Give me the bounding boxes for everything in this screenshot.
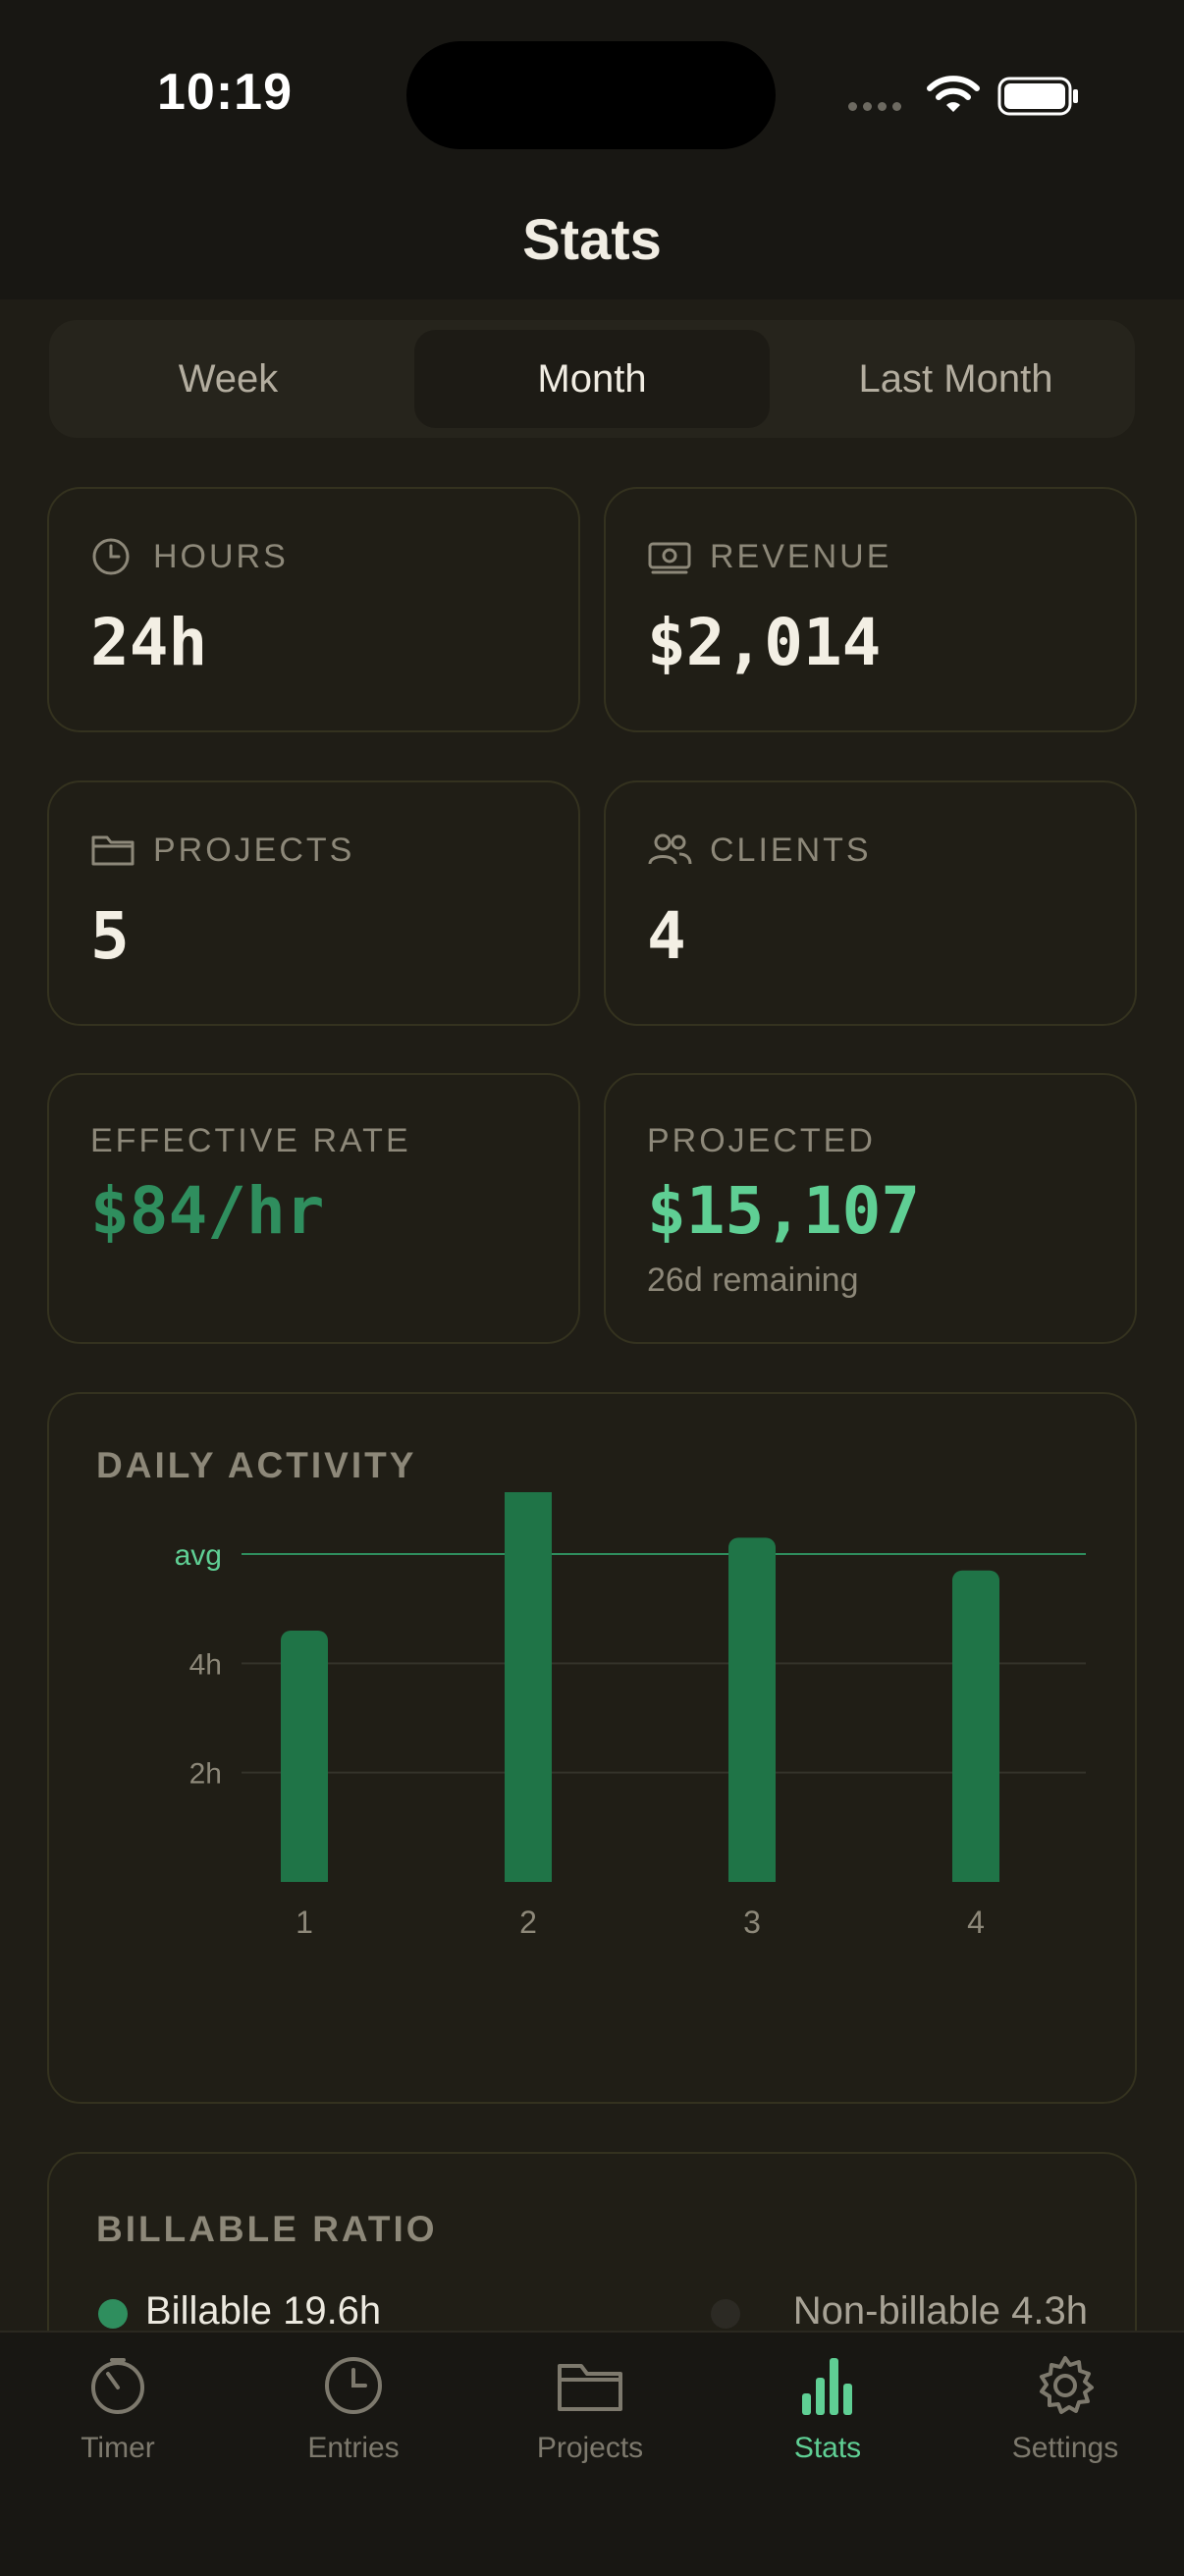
bar-base (728, 1870, 776, 1882)
status-bar: 10:19 (0, 0, 1184, 182)
x-tick-label: 4 (967, 1905, 985, 1940)
hours-label: HOURS (153, 538, 289, 575)
billable-ratio-title: BILLABLE RATIO (96, 2209, 438, 2249)
tab-timer[interactable]: Timer (10, 2354, 226, 2465)
tab-entries[interactable]: Entries (245, 2354, 461, 2465)
status-time: 10:19 (157, 64, 293, 121)
non-billable-dot (711, 2299, 740, 2329)
y-tick-label: 4h (189, 1648, 222, 1681)
bar-chart-icon (802, 2358, 852, 2415)
period-week[interactable]: Week (178, 357, 279, 401)
folder-icon (558, 2364, 622, 2411)
projected-card[interactable]: PROJECTED $15,107 26d remaining (604, 1073, 1137, 1344)
wifi-icon (927, 76, 980, 112)
tab-projects[interactable]: Projects (482, 2354, 698, 2465)
clock-icon (325, 2357, 382, 2414)
bar (281, 1630, 328, 1882)
daily-activity-chart: 8h4h2havg1234 (175, 1492, 1086, 1940)
clients-value: 4 (647, 898, 686, 974)
bar-base (505, 1870, 552, 1882)
projects-value: 5 (90, 898, 130, 974)
period-last-month[interactable]: Last Month (858, 357, 1053, 401)
projected-value: $15,107 (647, 1173, 921, 1249)
bar-base (952, 1870, 999, 1882)
tab-stats-label: Stats (793, 2432, 862, 2464)
clients-label: CLIENTS (710, 832, 872, 869)
people-icon (648, 833, 692, 865)
hours-value: 24h (90, 605, 208, 680)
tab-stats[interactable]: Stats (720, 2354, 936, 2465)
billable-legend: Billable 19.6h (145, 2289, 382, 2333)
bar (505, 1492, 552, 1882)
daily-activity-card: DAILY ACTIVITY 8h4h2havg1234 (47, 1392, 1137, 2104)
revenue-label: REVENUE (710, 538, 892, 575)
projected-label: PROJECTED (647, 1122, 876, 1159)
period-selector: Week Month Last Month (49, 320, 1135, 438)
effective-rate-value: $84/hr (90, 1173, 325, 1249)
tab-settings-label: Settings (1011, 2432, 1119, 2464)
folder-icon (91, 835, 135, 866)
non-billable-legend: Non-billable 4.3h (792, 2289, 1088, 2333)
clock-icon (92, 538, 130, 575)
effective-rate-card[interactable]: EFFECTIVE RATE $84/hr (47, 1073, 580, 1344)
projects-label: PROJECTS (153, 832, 355, 869)
gear-icon (1040, 2356, 1094, 2414)
daily-activity-title: DAILY ACTIVITY (96, 1445, 417, 1485)
x-tick-label: 2 (519, 1905, 537, 1940)
nav-bar: Stats (0, 182, 1184, 299)
cellular-signal-icon (848, 102, 901, 111)
tab-bar: Timer Entries Projects Stats Settings (0, 2331, 1184, 2576)
bar (728, 1537, 776, 1882)
revenue-value: $2,014 (647, 605, 882, 680)
tab-timer-label: Timer (81, 2432, 155, 2464)
y-tick-label: 2h (189, 1758, 222, 1791)
x-tick-label: 1 (296, 1905, 313, 1940)
bar-base (281, 1870, 328, 1882)
billable-dot (98, 2299, 128, 2329)
bar (952, 1570, 999, 1882)
dynamic-island (406, 41, 776, 149)
page-title: Stats (522, 208, 662, 272)
tab-projects-label: Projects (536, 2432, 644, 2464)
avg-label: avg (175, 1539, 222, 1572)
revenue-card[interactable]: REVENUE $2,014 (604, 487, 1137, 732)
effective-rate-label: EFFECTIVE RATE (90, 1122, 411, 1159)
tab-settings[interactable]: Settings (957, 2354, 1173, 2465)
projected-remaining: 26d remaining (647, 1261, 859, 1299)
battery-icon (997, 77, 1078, 116)
projects-card[interactable]: PROJECTS 5 (47, 780, 580, 1026)
clients-card[interactable]: CLIENTS 4 (604, 780, 1137, 1026)
timer-icon (91, 2358, 144, 2414)
hours-card[interactable]: HOURS 24h (47, 487, 580, 732)
cash-icon (648, 542, 691, 574)
tab-entries-label: Entries (307, 2432, 400, 2464)
period-month[interactable]: Month (414, 330, 770, 428)
x-tick-label: 3 (743, 1905, 761, 1940)
